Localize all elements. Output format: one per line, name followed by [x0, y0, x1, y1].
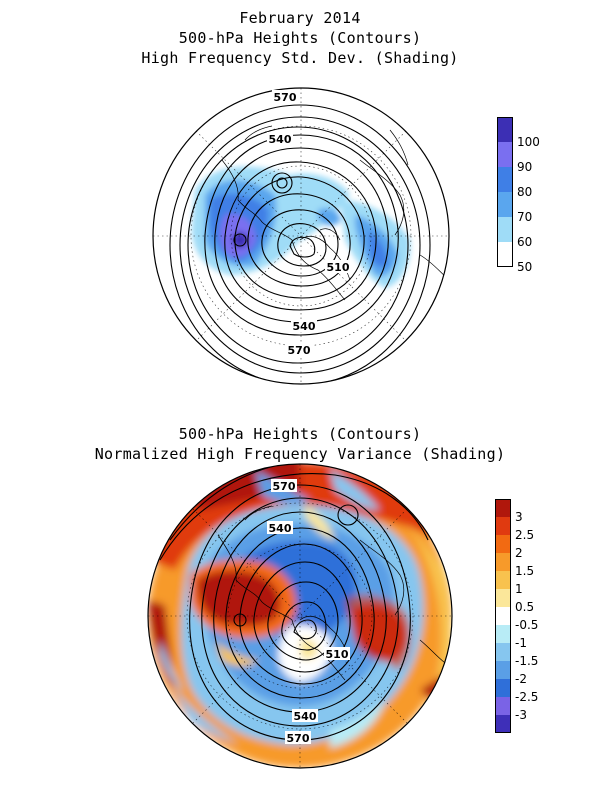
bottom-legend-swatch	[495, 535, 511, 553]
top-legend-label: 100	[517, 135, 540, 149]
bottom-legend-swatch	[495, 697, 511, 715]
top-legend-label: 90	[517, 160, 533, 174]
bottom-legend-label: 3	[515, 510, 523, 524]
top-legend-label: 50	[517, 260, 533, 274]
bottom-legend-swatch	[495, 643, 511, 661]
bottom-legend-label: -1	[515, 636, 527, 650]
top-map-border	[152, 87, 450, 385]
bottom-map-border	[147, 463, 453, 769]
bottom-legend-swatch	[495, 589, 511, 607]
top-legend-label: 80	[517, 185, 533, 199]
bottom-legend-swatch	[495, 661, 511, 679]
bottom-contour-labels: 570 540 510 540 570	[267, 479, 350, 745]
bottom-legend-label: -0.5	[515, 618, 539, 632]
top-title-line-contours: 500-hPa Heights (Contours)	[178, 29, 422, 47]
top-legend-swatch	[497, 192, 513, 217]
top-contour-label-540-north: 540	[269, 133, 292, 146]
bottom-legend-label: 2	[515, 546, 523, 560]
top-contour-labels: 570 540 510 540 570	[267, 90, 351, 357]
top-contour-label-570-north: 570	[274, 91, 297, 104]
bottom-contour-label-540-south: 540	[294, 710, 317, 723]
top-panel-title: February 2014 500-hPa Heights (Contours)…	[0, 8, 600, 68]
top-legend-swatch	[497, 142, 513, 167]
top-contour-label-540-south: 540	[293, 320, 316, 333]
top-contour-label-510: 510	[327, 261, 350, 274]
bottom-legend-label: -1.5	[515, 654, 539, 668]
bottom-legend-label: -2.5	[515, 690, 539, 704]
bottom-legend-label: 1	[515, 582, 523, 596]
bottom-contour-label-570-north: 570	[273, 480, 296, 493]
bottom-legend-swatch	[495, 625, 511, 643]
bottom-legend-label: 0.5	[515, 600, 535, 614]
top-legend-label: 70	[517, 210, 533, 224]
bottom-contour-label-570-south: 570	[287, 732, 310, 745]
top-legend-frame	[497, 117, 513, 267]
bottom-title-line-contours: 500-hPa Heights (Contours)	[178, 425, 422, 443]
top-legend-label: 60	[517, 235, 533, 249]
bottom-legend-frame	[495, 499, 511, 733]
top-legend-swatch	[497, 117, 513, 142]
bottom-legend-swatch	[495, 715, 511, 733]
bottom-legend-label: 1.5	[515, 564, 535, 578]
bottom-legend-swatch	[495, 499, 511, 517]
top-legend-swatch	[497, 167, 513, 192]
top-legend-swatch	[497, 242, 513, 267]
top-polar-map: 570 540 510 540 570	[152, 87, 450, 385]
bottom-title-line-shading: Normalized High Frequency Variance (Shad…	[94, 445, 506, 463]
bottom-contour-label-540-north: 540	[269, 522, 292, 535]
top-graticule	[153, 88, 449, 384]
bottom-legend-swatch	[495, 607, 511, 625]
top-legend-swatch	[497, 217, 513, 242]
bottom-legend-swatch	[495, 679, 511, 697]
bottom-legend-label: -3	[515, 708, 527, 722]
bottom-legend-swatch	[495, 553, 511, 571]
bottom-legend-label: -2	[515, 672, 527, 686]
bottom-legend-swatch	[495, 517, 511, 535]
bottom-legend-swatch	[495, 571, 511, 589]
bottom-legend-label: 2.5	[515, 528, 535, 542]
top-contour-label-570-south: 570	[288, 344, 311, 357]
top-coastlines	[221, 125, 448, 301]
bottom-panel-title: 500-hPa Heights (Contours) Normalized Hi…	[0, 424, 600, 464]
bottom-contour-label-510: 510	[326, 648, 349, 661]
top-contours	[169, 104, 431, 384]
top-title-line-date: February 2014	[239, 9, 361, 27]
top-title-line-shading: High Frequency Std. Dev. (Shading)	[141, 49, 459, 67]
